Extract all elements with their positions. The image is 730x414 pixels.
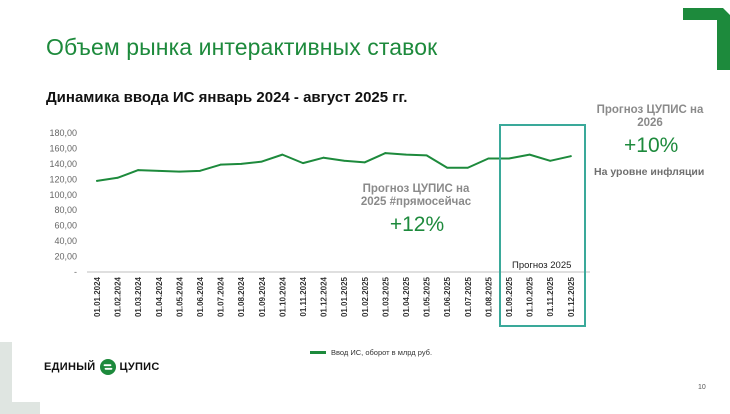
logo-text-left: ЕДИНЫЙ bbox=[44, 361, 96, 373]
data-point bbox=[384, 152, 387, 154]
y-tick-label: - bbox=[74, 267, 77, 277]
data-point bbox=[528, 153, 531, 156]
data-point bbox=[549, 159, 552, 162]
legend-label: Ввод ИС, оборот в млрд руб. bbox=[331, 347, 433, 357]
data-point bbox=[425, 154, 428, 157]
y-tick-label: 20,00 bbox=[54, 252, 77, 262]
data-point bbox=[466, 166, 469, 169]
x-tick-label: 01.05.2024 bbox=[175, 276, 184, 317]
x-tick-label: 01.02.2024 bbox=[114, 276, 123, 317]
forecast-2026-value: +10% bbox=[624, 134, 679, 157]
logo-text-right: ЦУПИС bbox=[119, 361, 160, 373]
cupis-logo-icon bbox=[99, 359, 116, 375]
forecast-2025-box bbox=[499, 124, 586, 327]
x-tick-label: 01.10.2025 bbox=[526, 276, 535, 317]
x-tick-label: 01.04.2024 bbox=[155, 276, 164, 317]
forecast-box-label: Прогноз 2025 bbox=[512, 260, 572, 271]
data-point bbox=[240, 162, 243, 165]
x-tick-label: 01.01.2024 bbox=[93, 276, 102, 317]
data-point bbox=[199, 169, 201, 172]
y-tick-label: 180,00 bbox=[49, 128, 77, 138]
x-tick-label: 01.06.2024 bbox=[196, 276, 205, 317]
data-point bbox=[260, 160, 263, 163]
page-number: 10 bbox=[698, 384, 706, 391]
x-tick-label: 01.09.2024 bbox=[258, 276, 267, 317]
data-point bbox=[446, 166, 449, 169]
x-tick-label: 01.04.2025 bbox=[402, 276, 411, 317]
forecast-2025-title: Прогноз ЦУПИС на 2025 #прямосейчас bbox=[360, 183, 472, 208]
y-tick-label: 40,00 bbox=[54, 236, 77, 246]
data-point bbox=[322, 156, 325, 159]
x-tick-label: 01.11.2025 bbox=[546, 276, 555, 316]
series-line bbox=[96, 152, 572, 182]
x-tick-label: 01.01.2025 bbox=[340, 276, 349, 317]
data-point bbox=[137, 169, 140, 171]
forecast-2025-value: +12% bbox=[389, 213, 445, 236]
data-point bbox=[178, 170, 181, 173]
x-tick-label: 01.12.2025 bbox=[567, 276, 576, 317]
y-tick-label: 140,00 bbox=[49, 159, 77, 169]
data-point bbox=[405, 153, 407, 156]
x-tick-label: 01.02.2025 bbox=[361, 276, 370, 317]
x-tick-label: 01.11.2024 bbox=[299, 276, 308, 316]
data-point bbox=[116, 176, 119, 179]
forecast-2026-subtitle: На уровне инфляции bbox=[594, 166, 705, 178]
x-tick-label: 01.10.2024 bbox=[278, 276, 287, 317]
slide-title: Объем рынка интерактивных ставок bbox=[46, 34, 438, 60]
x-tick-label: 01.03.2024 bbox=[134, 276, 143, 317]
data-point bbox=[569, 155, 572, 158]
x-tick-label: 01.03.2025 bbox=[381, 276, 390, 317]
legend-swatch bbox=[310, 350, 326, 354]
x-tick-label: 01.08.2024 bbox=[237, 276, 246, 317]
corner-decoration-left-icon bbox=[0, 342, 40, 414]
forecast-2026-title: Прогноз ЦУПИС на 2026 bbox=[596, 104, 704, 129]
x-tick-label: 01.07.2024 bbox=[217, 276, 226, 317]
data-point bbox=[157, 169, 160, 172]
corner-decoration-icon bbox=[683, 8, 730, 70]
x-tick-label: 01.05.2025 bbox=[423, 276, 432, 317]
data-point bbox=[363, 161, 366, 164]
x-tick-label: 01.06.2025 bbox=[443, 276, 452, 317]
chart-subtitle: Динамика ввода ИС январь 2024 - август 2… bbox=[46, 89, 408, 106]
x-tick-label: 01.08.2025 bbox=[484, 276, 493, 317]
y-tick-label: 160,00 bbox=[49, 143, 77, 153]
data-point bbox=[508, 157, 510, 160]
data-point bbox=[487, 157, 490, 160]
y-tick-label: 60,00 bbox=[54, 221, 77, 231]
chart-legend: Ввод ИС, оборот в млрд руб. bbox=[310, 345, 432, 359]
data-point bbox=[302, 162, 304, 165]
data-point bbox=[281, 153, 284, 156]
data-point bbox=[343, 159, 346, 162]
y-tick-label: 100,00 bbox=[49, 190, 77, 200]
x-tick-label: 01.07.2025 bbox=[464, 276, 473, 317]
x-tick-label: 01.12.2024 bbox=[320, 276, 329, 317]
brand-logo: ЕДИНЫЙ ЦУПИС bbox=[44, 359, 160, 375]
y-tick-label: 80,00 bbox=[54, 205, 77, 215]
data-point bbox=[219, 163, 222, 166]
y-tick-label: 120,00 bbox=[49, 174, 77, 184]
data-point bbox=[96, 179, 98, 182]
x-tick-label: 01.09.2025 bbox=[505, 276, 514, 317]
